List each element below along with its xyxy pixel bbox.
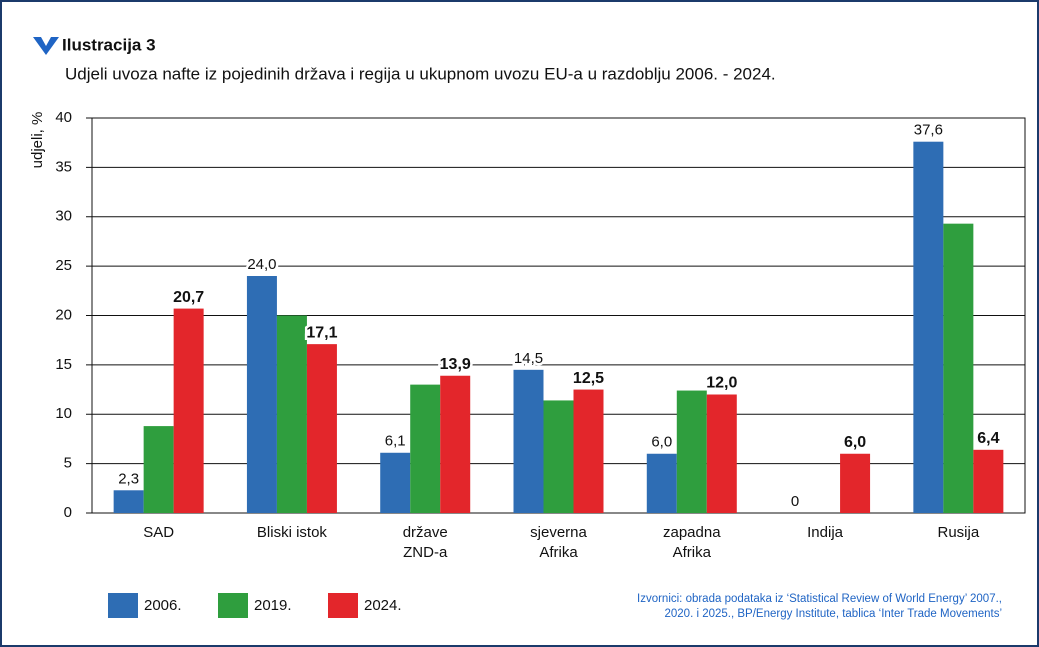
- chart-title: Ilustracija 3: [62, 35, 156, 54]
- value-label: 24,0: [247, 256, 276, 273]
- bar: [973, 449, 1004, 513]
- value-label: 13,9: [440, 356, 471, 373]
- x-tick-label-line: Afrika: [673, 544, 712, 561]
- bar: [410, 384, 441, 513]
- bar: [543, 400, 574, 513]
- x-tick-label-line: sjeverna: [530, 524, 587, 541]
- chart-subtitle: Udjeli uvoza nafte iz pojedinih država i…: [65, 64, 776, 83]
- value-label: 12,5: [573, 370, 604, 387]
- value-label: 20,7: [173, 289, 204, 306]
- bar: [246, 276, 277, 513]
- bar: [706, 394, 737, 513]
- value-label: 0: [791, 493, 799, 510]
- bar: [440, 375, 471, 513]
- value-label: 14,5: [514, 350, 543, 367]
- legend-swatch: [218, 593, 248, 618]
- value-label: 6,0: [844, 434, 866, 451]
- bar: [306, 344, 337, 513]
- source-note: Izvornici: obrada podataka iz ‘Statistic…: [637, 593, 1002, 605]
- source-note: 2020. i 2025., BP/Energy Institute, tabl…: [664, 608, 1002, 620]
- x-tick-label-line: Indija: [807, 524, 844, 541]
- x-tick-label: države ZND-a: [403, 524, 448, 561]
- x-tick-label: Indija: [807, 524, 844, 541]
- x-tick-label-line: zapadna: [663, 524, 721, 541]
- y-tick-label: 5: [64, 455, 72, 472]
- y-tick-label: 15: [55, 356, 72, 373]
- y-tick-label: 25: [55, 257, 72, 274]
- y-tick-label: 30: [55, 208, 72, 225]
- x-tick-label-line: države: [403, 524, 448, 541]
- bar: [913, 141, 944, 513]
- bar: [840, 453, 871, 513]
- x-tick-label-line: Rusija: [938, 524, 980, 541]
- bar: [573, 389, 604, 513]
- value-label: 2,3: [118, 470, 139, 487]
- x-tick-label: Bliski istok: [257, 524, 328, 541]
- legend-label: 2024.: [364, 597, 402, 614]
- bar: [113, 490, 144, 513]
- bar: [173, 308, 204, 513]
- title-icon: [33, 37, 59, 55]
- x-tick-label-line: Afrika: [539, 544, 578, 561]
- x-tick-label: sjeverna Afrika: [530, 524, 587, 561]
- x-tick-label-line: ZND-a: [403, 544, 448, 561]
- x-tick-label: Rusija: [938, 524, 980, 541]
- value-label: 6,4: [977, 430, 999, 447]
- bar: [380, 452, 411, 513]
- y-tick-label: 35: [55, 158, 72, 175]
- legend-swatch: [328, 593, 358, 618]
- legend-label: 2019.: [254, 597, 292, 614]
- x-tick-label-line: SAD: [143, 524, 174, 541]
- legend-swatch: [108, 593, 138, 618]
- x-tick-label: SAD: [143, 524, 174, 541]
- legend-label: 2006.: [144, 597, 182, 614]
- y-tick-label: 40: [55, 109, 72, 126]
- value-label: 12,0: [706, 375, 737, 392]
- bar: [676, 390, 707, 513]
- bar: [513, 369, 544, 513]
- bar: [143, 426, 174, 513]
- y-tick-label: 20: [55, 306, 72, 323]
- value-label: 17,1: [306, 324, 337, 341]
- x-tick-label: zapadna Afrika: [663, 524, 721, 561]
- y-axis-label: udjeli, %: [29, 112, 46, 169]
- y-tick-label: 0: [64, 504, 72, 521]
- value-label: 37,6: [914, 122, 943, 139]
- value-label: 6,0: [651, 434, 672, 451]
- y-tick-label: 10: [55, 405, 72, 422]
- x-tick-label-line: Bliski istok: [257, 524, 328, 541]
- bar: [276, 315, 307, 513]
- bar: [646, 453, 677, 513]
- bar: [943, 223, 974, 513]
- value-label: 6,1: [385, 433, 406, 450]
